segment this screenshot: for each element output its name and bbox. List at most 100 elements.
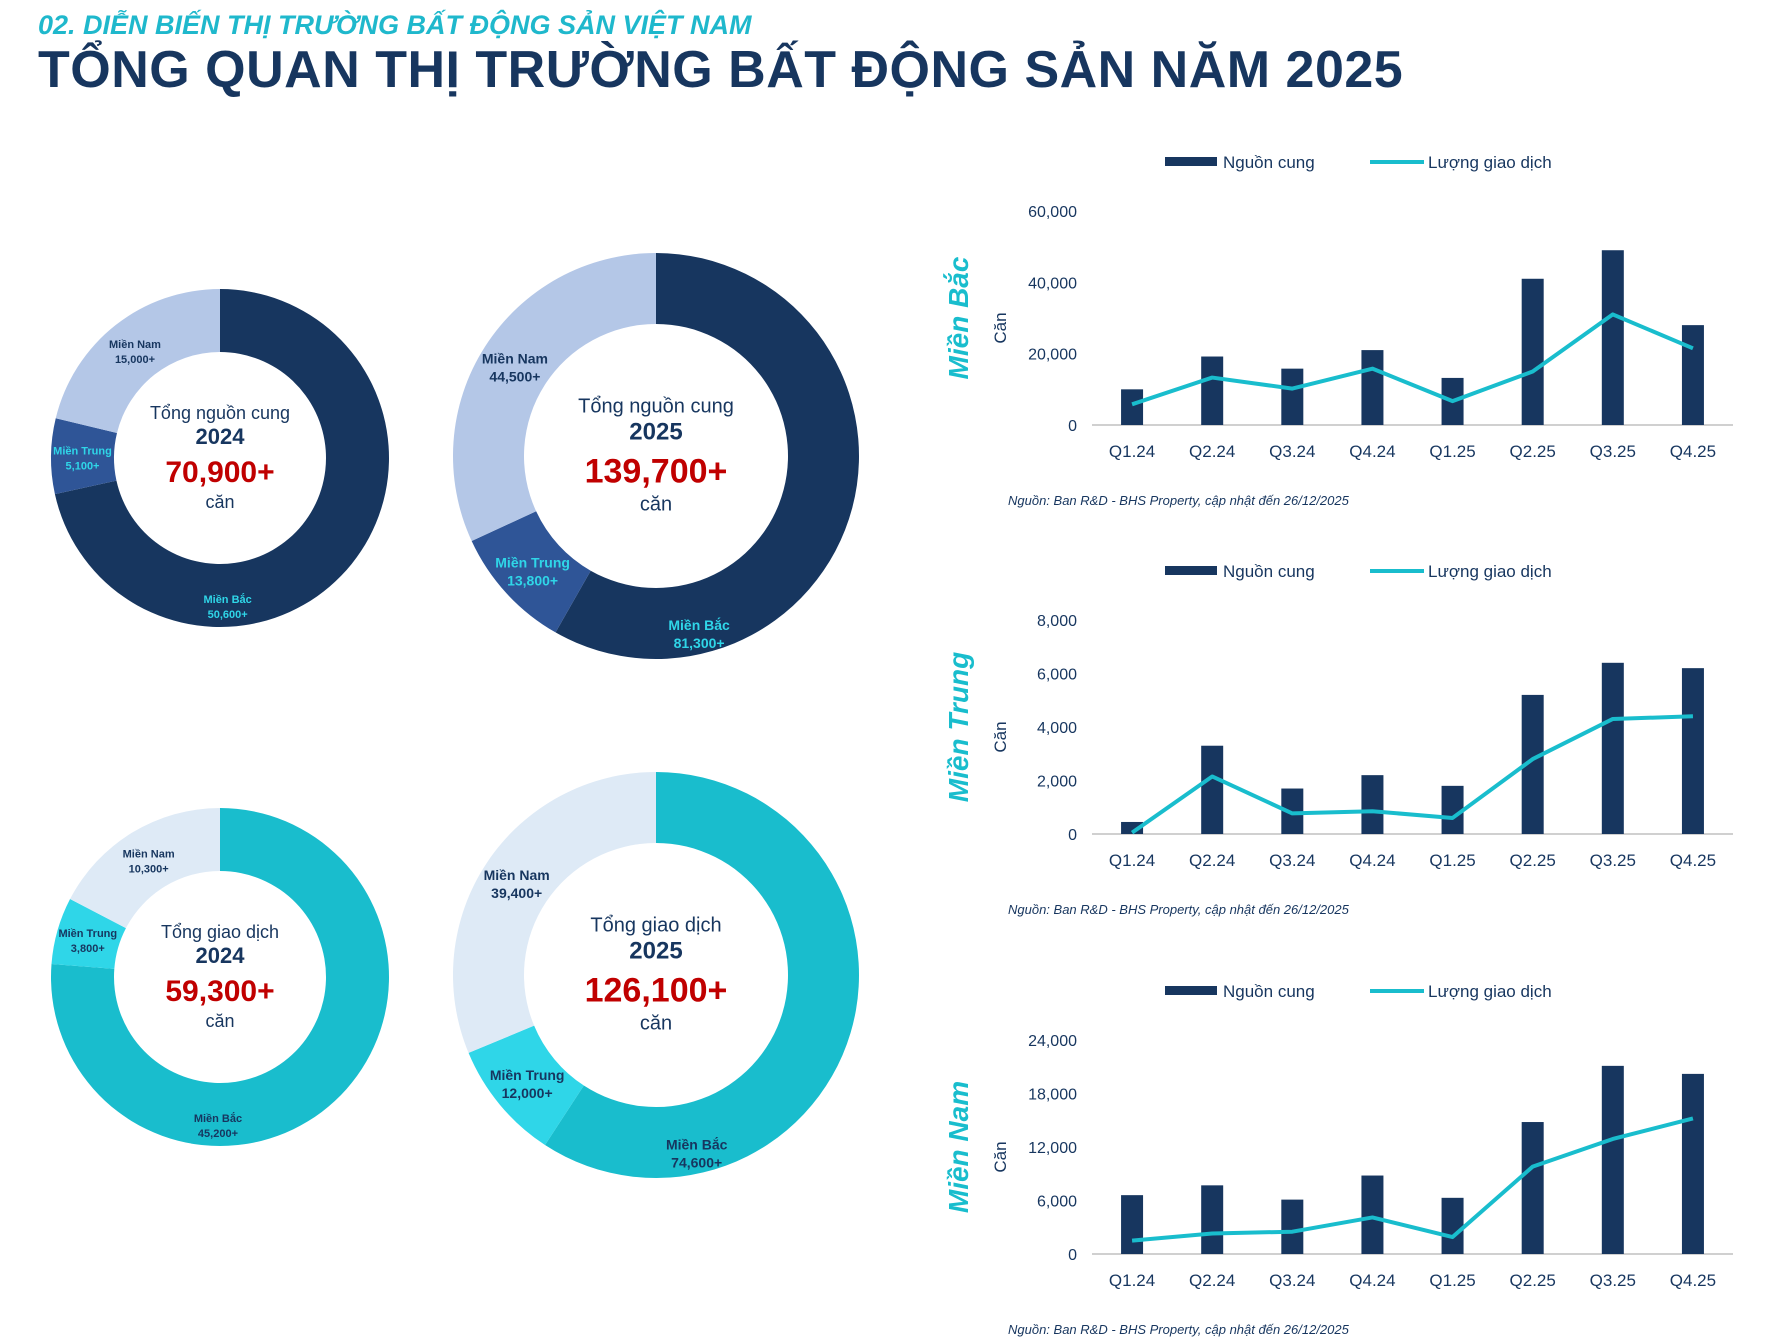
donut-slice bbox=[50, 808, 389, 1146]
bar bbox=[1601, 662, 1624, 834]
x-tick-label: Q4.25 bbox=[1670, 442, 1716, 461]
y-tick-label: 60,000 bbox=[1028, 204, 1077, 221]
x-tick-label: Q4.24 bbox=[1349, 1271, 1395, 1290]
combo-chart: Nguồn cung Lượng giao dịch Miền Trung Căn 0 2… bbox=[943, 562, 1733, 917]
slice-name-label: Miền Bắc bbox=[203, 593, 251, 606]
line-series bbox=[1130, 714, 1694, 835]
donut-center-label: Tổng giao dịch bbox=[590, 914, 722, 937]
line-series bbox=[1131, 312, 1694, 407]
slice-name-label: Miền Nam bbox=[484, 867, 550, 883]
x-tick-label: Q2.24 bbox=[1189, 442, 1235, 461]
donut-slice bbox=[452, 772, 656, 1053]
x-tick-label: Q2.24 bbox=[1189, 851, 1235, 870]
x-tick-label: Q4.24 bbox=[1349, 851, 1395, 870]
x-tick-label: Q1.25 bbox=[1429, 851, 1475, 870]
region-label: Miền Nam bbox=[943, 1081, 974, 1213]
y-tick-label: 20,000 bbox=[1028, 347, 1077, 364]
donut-chart: Miền Bắc 45,200+ Miền Trung 3,800+ Miền Nam 1… bbox=[50, 808, 389, 1146]
slice-value-label: 5,100+ bbox=[66, 460, 100, 472]
legend-swatch-bar bbox=[1165, 986, 1217, 995]
region-label: Miền Bắc bbox=[943, 256, 974, 379]
slice-value-label: 45,200+ bbox=[198, 1128, 238, 1140]
donut-chart: Miền Bắc 74,600+ Miền Trung 12,000+ Miền Nam… bbox=[452, 772, 860, 1178]
donut-chart: Miền Bắc 81,300+ Miền Trung 13,800+ Miền Nam… bbox=[453, 253, 859, 659]
y-tick-label: 40,000 bbox=[1028, 275, 1077, 292]
donut-chart: Miền Bắc 50,600+ Miền Trung 5,100+ Miền Nam 1… bbox=[50, 289, 389, 627]
y-axis-label: Căn bbox=[991, 1141, 1010, 1172]
x-tick-label: Q3.24 bbox=[1269, 851, 1315, 870]
slice-value-label: 74,600+ bbox=[671, 1154, 722, 1170]
x-tick-label: Q2.25 bbox=[1510, 851, 1556, 870]
source-note: Nguồn: Ban R&D - BHS Property, cập nhật … bbox=[1008, 1322, 1350, 1337]
bar bbox=[1201, 1185, 1224, 1254]
x-tick-label: Q2.24 bbox=[1189, 1271, 1235, 1290]
slice-value-label: 50,600+ bbox=[208, 609, 248, 621]
donut-center-label: Tổng nguồn cung bbox=[578, 395, 734, 418]
x-tick-label: Q4.25 bbox=[1670, 1271, 1716, 1290]
slice-name-label: Miền Nam bbox=[109, 339, 161, 351]
slice-name-label: Miền Bắc bbox=[666, 1135, 728, 1152]
x-tick-label: Q1.24 bbox=[1109, 851, 1155, 870]
x-tick-label: Q2.25 bbox=[1510, 442, 1556, 461]
donut-center-label: Tổng giao dịch bbox=[160, 922, 280, 942]
bar bbox=[1441, 785, 1464, 834]
slice-value-label: 3,800+ bbox=[71, 943, 105, 955]
y-tick-label: 0 bbox=[1068, 418, 1077, 435]
slice-name-label: Miền Trung bbox=[495, 554, 570, 570]
donut-center-unit: căn bbox=[639, 1012, 673, 1035]
bar bbox=[1521, 1122, 1544, 1254]
donut-center-unit: căn bbox=[205, 1011, 235, 1031]
legend-label: Nguồn cung bbox=[1223, 562, 1315, 581]
donut-center: Tổng nguồn cung 2025 139,700+ căn bbox=[578, 396, 734, 517]
bar bbox=[1281, 1199, 1304, 1254]
slice-name-label: Miền Bắc bbox=[668, 616, 730, 633]
bar bbox=[1281, 368, 1304, 425]
x-tick-label: Q3.24 bbox=[1269, 442, 1315, 461]
y-tick-label: 6,000 bbox=[1037, 1194, 1077, 1211]
donut-slice bbox=[50, 418, 117, 495]
y-tick-label: 8,000 bbox=[1037, 613, 1077, 630]
x-tick-label: Q2.25 bbox=[1510, 1271, 1556, 1290]
donut-slice bbox=[555, 253, 859, 659]
donut-center-unit: căn bbox=[639, 493, 673, 516]
slice-value-label: 13,800+ bbox=[507, 572, 558, 588]
bar bbox=[1601, 1065, 1624, 1254]
donut-slice bbox=[70, 808, 220, 929]
combo-chart: Nguồn cung Lượng giao dịch Miền Bắc Căn 0 20,… bbox=[943, 153, 1733, 508]
bar bbox=[1681, 325, 1704, 425]
x-tick-label: Q4.24 bbox=[1349, 442, 1395, 461]
slice-value-label: 39,400+ bbox=[491, 885, 542, 901]
donut-center-total: 139,700+ bbox=[584, 452, 728, 491]
bar bbox=[1201, 356, 1224, 425]
x-tick-label: Q3.25 bbox=[1590, 442, 1636, 461]
bar bbox=[1361, 1175, 1384, 1254]
bar bbox=[1121, 1195, 1144, 1254]
bar bbox=[1361, 350, 1384, 425]
legend-label: Nguồn cung bbox=[1223, 982, 1315, 1001]
x-tick-label: Q1.25 bbox=[1429, 442, 1475, 461]
y-tick-label: 0 bbox=[1068, 1247, 1077, 1264]
legend-label: Lượng giao dịch bbox=[1428, 982, 1552, 1001]
donut-center-year: 2025 bbox=[629, 418, 683, 446]
donut-center-year: 2025 bbox=[629, 937, 683, 965]
donut-slice bbox=[471, 511, 591, 633]
slice-name-label: Miền Trung bbox=[53, 445, 112, 457]
slice-name-label: Miền Bắc bbox=[194, 1112, 242, 1125]
donut-center-label: Tổng nguồn cung bbox=[149, 403, 291, 423]
x-tick-label: Q3.25 bbox=[1590, 851, 1636, 870]
bar bbox=[1681, 1073, 1704, 1254]
y-tick-label: 24,000 bbox=[1028, 1033, 1077, 1050]
donut-slice bbox=[468, 1025, 584, 1145]
legend-swatch-bar bbox=[1165, 566, 1217, 575]
legend-label: Nguồn cung bbox=[1223, 153, 1315, 172]
y-axis-label: Căn bbox=[991, 312, 1010, 343]
donut-center-total: 126,100+ bbox=[584, 971, 728, 1010]
donut-center-unit: căn bbox=[205, 492, 235, 512]
donut-slice bbox=[54, 289, 389, 627]
x-tick-label: Q1.24 bbox=[1109, 1271, 1155, 1290]
bar bbox=[1201, 745, 1224, 834]
source-note: Nguồn: Ban R&D - BHS Property, cập nhật … bbox=[1008, 902, 1350, 917]
bar bbox=[1601, 250, 1624, 425]
donut-center: Tổng giao dịch 2024 59,300+ căn bbox=[161, 922, 279, 1032]
